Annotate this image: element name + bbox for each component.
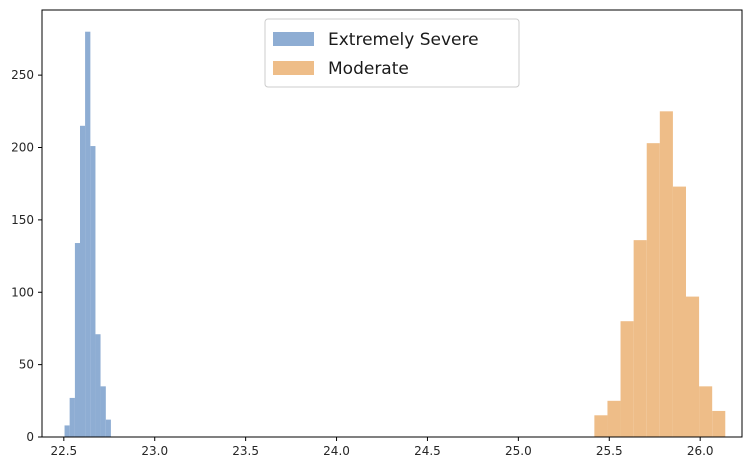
histogram-bar	[699, 386, 713, 437]
legend-swatch	[273, 61, 314, 75]
x-tick-label: 25.5	[596, 444, 623, 458]
x-tick-label: 23.5	[232, 444, 259, 458]
histogram-bars	[64, 31, 726, 438]
histogram-bar	[74, 243, 80, 437]
legend: Extremely Severe Moderate	[264, 18, 520, 88]
y-tick-label: 200	[11, 141, 34, 155]
histogram-bar	[69, 397, 75, 437]
histogram-bar	[633, 240, 647, 437]
legend-label: Moderate	[328, 59, 409, 79]
histogram-bar	[686, 296, 700, 437]
histogram-bar	[620, 321, 634, 437]
x-tick-label: 24.0	[323, 444, 350, 458]
histogram-bar	[95, 334, 101, 437]
histogram-bar	[594, 415, 608, 437]
histogram-bar	[659, 111, 673, 438]
histogram-bar	[80, 125, 86, 438]
histogram-bar	[607, 400, 621, 437]
y-tick-label: 100	[11, 285, 34, 299]
x-tick-label: 22.5	[50, 444, 77, 458]
histogram-bar	[105, 419, 111, 437]
histogram-bar	[85, 31, 91, 438]
y-tick-label: 50	[19, 358, 34, 372]
y-tick-label: 250	[11, 68, 34, 82]
y-tick-label: 150	[11, 213, 34, 227]
x-tick-label: 25.0	[505, 444, 532, 458]
histogram-bar	[646, 143, 660, 437]
histogram-bar	[672, 186, 686, 437]
histogram-bar	[712, 410, 726, 437]
histogram-bar	[64, 425, 70, 437]
plot-frame	[41, 9, 743, 438]
histogram-bar	[90, 146, 96, 437]
x-tick-label: 24.5	[414, 444, 441, 458]
axes: 22.5 23.0 23.5 24.0 24.5 25.0 25.5 26.0 0 50 100 15…	[11, 68, 713, 458]
histogram-bar	[100, 386, 106, 437]
legend-label: Extremely Severe	[328, 30, 479, 50]
y-tick-label: 0	[26, 430, 34, 444]
legend-box	[264, 18, 520, 88]
x-tick-label: 26.0	[687, 444, 714, 458]
legend-swatch	[273, 32, 314, 46]
x-tick-label: 23.0	[141, 444, 168, 458]
